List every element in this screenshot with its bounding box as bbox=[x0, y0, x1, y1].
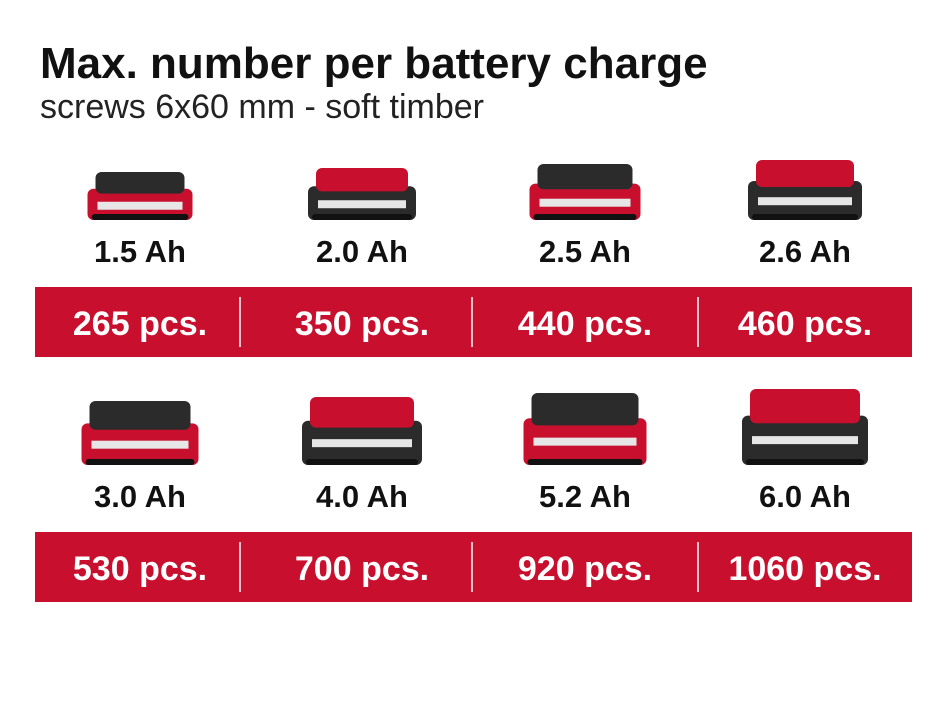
battery-shadow bbox=[533, 214, 637, 220]
battery-icon bbox=[308, 168, 416, 220]
count-label: 1060 pcs. bbox=[728, 550, 881, 588]
count-label: 530 pcs. bbox=[73, 550, 207, 588]
battery-top bbox=[316, 168, 408, 192]
capacity-label: 2.0 Ah bbox=[316, 234, 408, 269]
battery-top bbox=[89, 401, 191, 430]
subtitle: screws 6x60 mm - soft timber bbox=[40, 88, 484, 126]
count-label: 920 pcs. bbox=[518, 550, 652, 588]
battery-stripe bbox=[91, 440, 189, 449]
battery-top bbox=[531, 393, 639, 426]
count-label: 350 pcs. bbox=[295, 305, 429, 343]
title: Max. number per battery charge bbox=[40, 39, 708, 88]
count-label: 700 pcs. bbox=[295, 550, 429, 588]
battery-shadow bbox=[752, 214, 858, 220]
battery-stripe bbox=[312, 439, 412, 448]
battery-icon bbox=[523, 393, 647, 465]
count-band bbox=[35, 532, 912, 602]
battery-top bbox=[310, 397, 414, 428]
battery-top bbox=[537, 164, 633, 190]
battery-shadow bbox=[527, 459, 643, 465]
count-label: 265 pcs. bbox=[73, 305, 207, 343]
battery-stripe bbox=[758, 197, 852, 206]
battery-shadow bbox=[91, 214, 189, 220]
battery-stripe bbox=[97, 201, 183, 210]
battery-icon bbox=[81, 401, 199, 465]
battery-top bbox=[750, 389, 860, 424]
capacity-label: 6.0 Ah bbox=[759, 479, 851, 514]
battery-icon bbox=[302, 397, 422, 465]
battery-top bbox=[756, 160, 854, 187]
battery-icon bbox=[529, 164, 641, 220]
battery-icon bbox=[742, 389, 868, 465]
battery-stripe bbox=[318, 200, 406, 209]
battery-shadow bbox=[306, 459, 418, 465]
count-label: 460 pcs. bbox=[738, 305, 872, 343]
battery-stripe bbox=[533, 437, 637, 446]
battery-stripe bbox=[539, 198, 631, 207]
battery-icon bbox=[87, 172, 193, 220]
battery-icon bbox=[748, 160, 862, 220]
count-band bbox=[35, 287, 912, 357]
battery-top bbox=[95, 172, 185, 194]
battery-shadow bbox=[746, 459, 864, 465]
capacity-label: 5.2 Ah bbox=[539, 479, 631, 514]
count-label: 440 pcs. bbox=[518, 305, 652, 343]
battery-shadow bbox=[85, 459, 195, 465]
battery-stripe bbox=[752, 436, 858, 445]
battery-shadow bbox=[312, 214, 412, 220]
capacity-label: 2.5 Ah bbox=[539, 234, 631, 269]
capacity-label: 4.0 Ah bbox=[316, 479, 408, 514]
capacity-label: 3.0 Ah bbox=[94, 479, 186, 514]
capacity-label: 1.5 Ah bbox=[94, 234, 186, 269]
capacity-label: 2.6 Ah bbox=[759, 234, 851, 269]
